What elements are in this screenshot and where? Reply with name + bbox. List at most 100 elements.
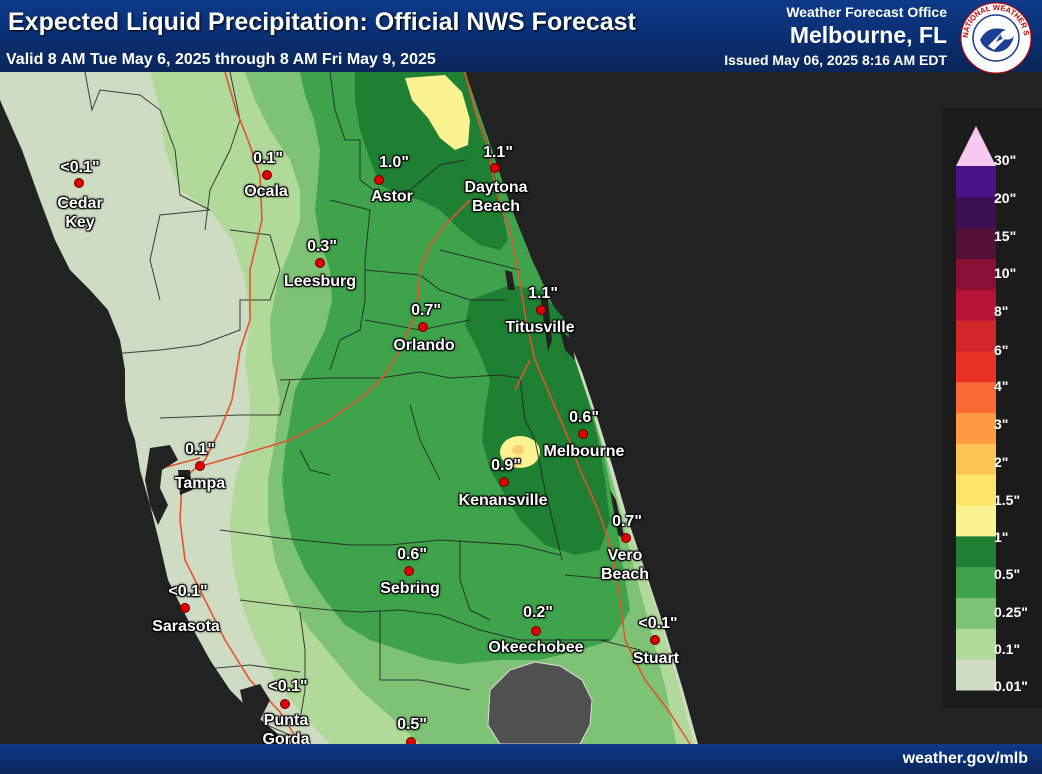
legend-swatch xyxy=(956,597,996,629)
city-precip-value: <0.1" xyxy=(268,678,308,695)
legend-label: 0.01" xyxy=(994,678,1028,694)
city-precip-value: 0.5" xyxy=(397,716,427,733)
legend-swatch xyxy=(956,412,996,444)
city-marker xyxy=(195,461,205,471)
header-bar xyxy=(0,0,1042,72)
legend-swatch xyxy=(956,289,996,321)
city-name: Sebring xyxy=(380,580,440,597)
legend-swatch xyxy=(956,443,996,475)
city-precip-value: 0.1" xyxy=(253,150,283,167)
legend-label: 30" xyxy=(994,152,1017,168)
city-name: Daytona Beach xyxy=(464,179,528,215)
legend-label: 20" xyxy=(994,190,1017,206)
city-name: Ocala xyxy=(244,183,288,200)
legend-swatch xyxy=(956,320,996,352)
city-marker xyxy=(578,429,588,439)
county-lines xyxy=(84,71,641,745)
legend-label: 3" xyxy=(994,416,1009,432)
legend-label: 8" xyxy=(994,303,1009,319)
city-marker xyxy=(315,258,325,268)
legend-swatch xyxy=(956,628,996,660)
city-marker xyxy=(180,603,190,613)
map-title: Expected Liquid Precipitation: Official … xyxy=(8,8,636,36)
city-name: Orlando xyxy=(393,337,455,354)
city-precip-value: 0.3" xyxy=(307,238,337,255)
office-label: Weather Forecast Office xyxy=(786,4,947,20)
legend-swatch xyxy=(956,196,996,229)
city-name: Melbourne xyxy=(543,443,625,460)
legend-label: 4" xyxy=(994,378,1009,394)
legend-arrow-tip xyxy=(956,126,996,166)
city-marker xyxy=(531,626,541,636)
city-marker xyxy=(650,635,660,645)
legend-label: 0.1" xyxy=(994,641,1021,657)
city-name: Stuart xyxy=(632,650,680,667)
coastal-features xyxy=(145,270,625,720)
city-marker xyxy=(490,163,500,173)
city-name: Tampa xyxy=(174,475,226,492)
city-marker xyxy=(280,699,290,709)
city-marker xyxy=(418,322,428,332)
legend-colorbar xyxy=(956,126,996,691)
zone-2-melbourne xyxy=(512,445,524,455)
office-name: Melbourne, FL xyxy=(789,22,947,48)
legend-label: 6" xyxy=(994,342,1009,358)
city-name: Punta Gorda xyxy=(262,712,310,748)
zone-1 xyxy=(355,72,508,250)
city-precip-value: 1.0" xyxy=(379,154,409,171)
city-precip-value: 1.1" xyxy=(528,285,558,302)
legend-swatch xyxy=(956,566,996,599)
legend-swatch xyxy=(956,258,996,290)
lake-okeechobee xyxy=(487,661,593,745)
legend-swatch xyxy=(956,350,996,383)
legend-label: 0.25" xyxy=(994,604,1028,620)
city-precip-value: 1.1" xyxy=(483,144,513,161)
city-precip-value: 0.1" xyxy=(185,441,215,458)
city-marker xyxy=(536,305,546,315)
legend-label: 1" xyxy=(994,529,1009,545)
city-precip-value: <0.1" xyxy=(60,159,100,176)
legend-swatch xyxy=(956,474,996,506)
legend-label: 0.5" xyxy=(994,566,1021,582)
legend-swatch xyxy=(956,659,996,691)
city-precip-value: 0.9" xyxy=(491,457,521,474)
legend-swatch xyxy=(956,381,996,414)
city-name: Okeechobee xyxy=(488,639,584,656)
legend-label: 10" xyxy=(994,265,1017,281)
city-precip-value: <0.1" xyxy=(168,583,208,600)
city-marker xyxy=(262,170,272,180)
footer-bar xyxy=(0,744,1042,774)
city-marker xyxy=(499,477,509,487)
city-marker xyxy=(74,178,84,188)
interstate-roads xyxy=(154,71,691,745)
city-name: Cedar Key xyxy=(57,195,103,231)
legend-label: 2" xyxy=(994,454,1009,470)
city-precip-value: 0.2" xyxy=(523,604,553,621)
issued-time: Issued May 06, 2025 8:16 AM EDT xyxy=(724,52,947,68)
city-name: Titusville xyxy=(505,319,575,336)
city-precip-value: 0.6" xyxy=(569,409,599,426)
zone-1-east xyxy=(465,285,610,555)
city-name: Sarasota xyxy=(152,618,220,635)
legend-label: 1.5" xyxy=(994,492,1021,508)
city-precip-value: 0.6" xyxy=(397,546,427,563)
city-name: Leesburg xyxy=(283,273,357,290)
legend-label: 15" xyxy=(994,228,1017,244)
city-name: Astor xyxy=(371,188,413,205)
legend-swatch xyxy=(956,166,996,198)
legend-swatch xyxy=(956,535,996,568)
city-precip-value: 0.7" xyxy=(612,513,642,530)
city-precip-value: <0.1" xyxy=(638,615,678,632)
city-precip-value: 0.7" xyxy=(411,302,441,319)
city-marker xyxy=(621,533,631,543)
legend-swatch xyxy=(956,505,996,537)
city-marker xyxy=(404,566,414,576)
footer-url[interactable]: weather.gov/mlb xyxy=(902,750,1028,767)
valid-period: Valid 8 AM Tue May 6, 2025 through 8 AM … xyxy=(6,51,436,68)
city-name: Vero Beach xyxy=(600,547,650,583)
zone-1.5-north xyxy=(405,75,470,150)
legend-swatch xyxy=(956,227,996,259)
city-name: Kenansville xyxy=(458,492,548,509)
